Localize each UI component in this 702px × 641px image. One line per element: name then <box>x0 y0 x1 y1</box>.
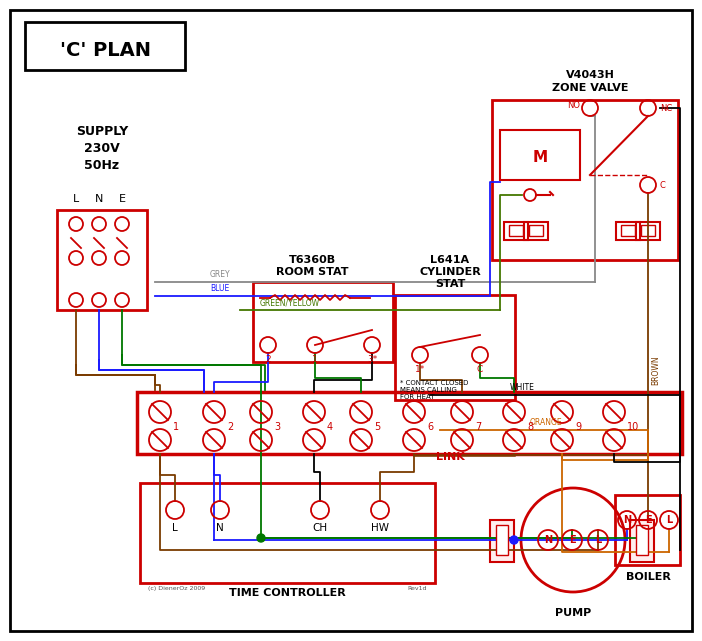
Circle shape <box>510 536 518 544</box>
Text: CH: CH <box>312 523 328 533</box>
Bar <box>615 495 680 565</box>
Text: V4043H: V4043H <box>566 70 614 80</box>
Text: TIME CONTROLLER: TIME CONTROLLER <box>229 588 345 598</box>
Text: ZONE VALVE: ZONE VALVE <box>552 83 628 93</box>
Bar <box>630 520 654 562</box>
Text: 2: 2 <box>227 422 233 432</box>
Text: BOILER: BOILER <box>625 572 670 582</box>
Text: NO: NO <box>567 101 580 110</box>
Text: N: N <box>623 515 631 525</box>
Text: E: E <box>569 535 576 545</box>
Text: N: N <box>544 535 552 545</box>
Text: GREEN/YELLOW: GREEN/YELLOW <box>260 298 320 307</box>
Text: 1: 1 <box>173 422 179 432</box>
Text: N: N <box>95 194 103 204</box>
Text: (c) DienerOz 2009: (c) DienerOz 2009 <box>148 586 205 591</box>
Text: Rev1d: Rev1d <box>407 586 427 591</box>
Text: 8: 8 <box>527 422 533 432</box>
Bar <box>641 225 655 236</box>
Text: ORANGE: ORANGE <box>530 418 562 427</box>
Bar <box>140 483 435 583</box>
Text: L: L <box>73 194 79 204</box>
Bar <box>529 225 543 236</box>
Bar <box>395 295 515 400</box>
Text: 6: 6 <box>427 422 433 432</box>
Text: E: E <box>644 515 651 525</box>
Bar <box>621 225 635 236</box>
Bar <box>636 525 648 555</box>
Bar <box>253 282 393 362</box>
Bar <box>500 130 580 180</box>
Text: L641A: L641A <box>430 255 470 265</box>
Text: C: C <box>660 181 666 190</box>
Text: 3: 3 <box>274 422 280 432</box>
Bar <box>636 222 660 240</box>
Bar <box>25 22 185 70</box>
Bar <box>492 100 678 260</box>
Text: ROOM STAT: ROOM STAT <box>276 267 348 277</box>
Bar <box>490 520 514 562</box>
Bar <box>504 222 528 240</box>
Text: STAT: STAT <box>435 279 465 289</box>
Text: BLUE: BLUE <box>210 284 230 293</box>
Text: C: C <box>477 365 483 374</box>
Text: WHITE: WHITE <box>510 383 535 392</box>
Text: PUMP: PUMP <box>555 608 591 618</box>
Text: 1*: 1* <box>415 365 425 374</box>
Bar <box>509 225 523 236</box>
Text: GREY: GREY <box>210 270 231 279</box>
Text: BROWN: BROWN <box>651 355 660 385</box>
Text: 3*: 3* <box>367 355 377 364</box>
Bar <box>496 525 508 555</box>
Text: 7: 7 <box>475 422 482 432</box>
Text: LINK: LINK <box>436 452 465 462</box>
Circle shape <box>257 534 265 542</box>
Text: L: L <box>172 523 178 533</box>
Text: 5: 5 <box>374 422 380 432</box>
Text: 2: 2 <box>265 355 271 364</box>
Text: 1: 1 <box>312 355 318 364</box>
Text: N: N <box>216 523 224 533</box>
Text: NC: NC <box>660 103 673 113</box>
Text: M: M <box>532 149 548 165</box>
Text: 10: 10 <box>627 422 640 432</box>
Bar <box>524 222 548 240</box>
Bar <box>616 222 640 240</box>
Text: E: E <box>119 194 126 204</box>
Text: 'C' PLAN: 'C' PLAN <box>60 40 150 60</box>
Text: T6360B: T6360B <box>289 255 336 265</box>
Bar <box>57 210 147 310</box>
Text: 9: 9 <box>575 422 581 432</box>
Text: 4: 4 <box>327 422 333 432</box>
Text: L: L <box>666 515 672 525</box>
Bar <box>137 392 682 454</box>
Text: SUPPLY
230V
50Hz: SUPPLY 230V 50Hz <box>76 125 128 172</box>
Text: * CONTACT CLOSED
MEANS CALLING
FOR HEAT: * CONTACT CLOSED MEANS CALLING FOR HEAT <box>400 380 468 400</box>
Text: HW: HW <box>371 523 389 533</box>
Text: L: L <box>595 535 601 545</box>
Text: CYLINDER: CYLINDER <box>419 267 481 277</box>
